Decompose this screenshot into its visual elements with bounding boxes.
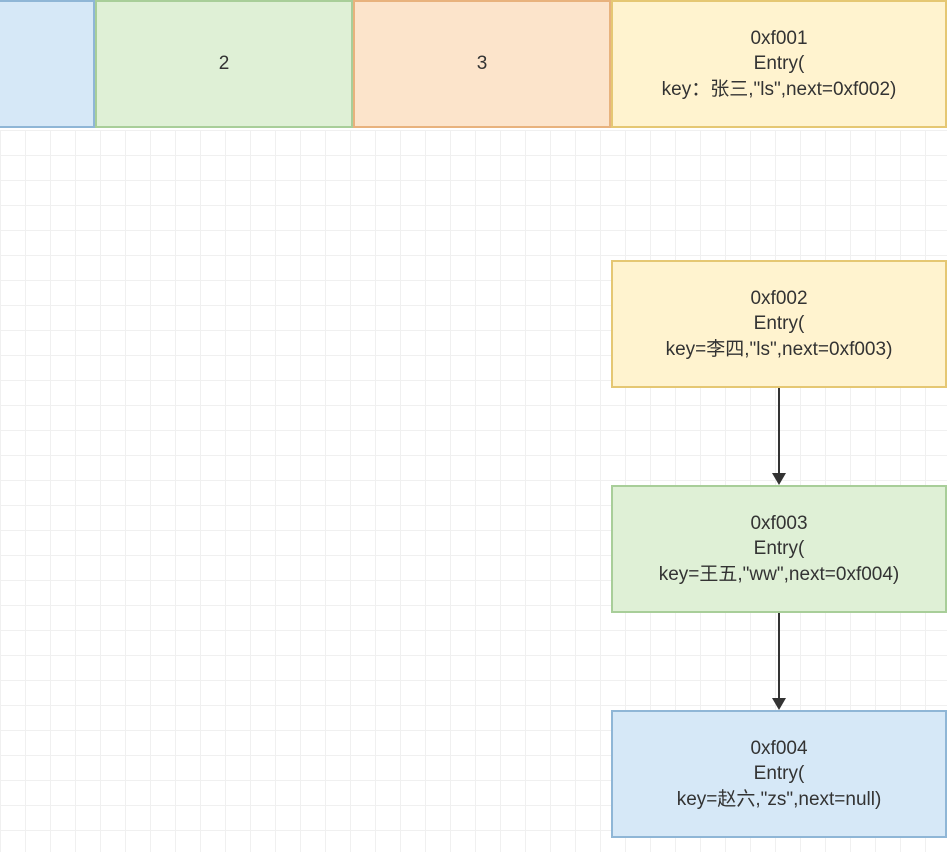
entry-2-addr: 0xf002 (750, 286, 807, 312)
slot-3-label: 3 (477, 51, 488, 77)
arrow-2-to-3-head (772, 473, 786, 485)
entry-1-data: key：张三,"ls",next=0xf002) (662, 77, 897, 103)
entry-node-0xf001: 0xf001 Entry( key：张三,"ls",next=0xf002) (611, 0, 947, 128)
entry-node-0xf004: 0xf004 Entry( key=赵六,"zs",next=null) (611, 710, 947, 838)
array-slot-3: 3 (353, 0, 611, 128)
arrow-2-to-3-line (778, 388, 780, 473)
entry-4-data: key=赵六,"zs",next=null) (677, 787, 882, 813)
arrow-3-to-4-head (772, 698, 786, 710)
entry-node-0xf002: 0xf002 Entry( key=李四,"ls",next=0xf003) (611, 260, 947, 388)
arrow-3-to-4-line (778, 613, 780, 698)
entry-3-data: key=王五,"ww",next=0xf004) (659, 562, 900, 588)
entry-3-type: Entry( (754, 536, 805, 562)
entry-node-0xf003: 0xf003 Entry( key=王五,"ww",next=0xf004) (611, 485, 947, 613)
entry-4-type: Entry( (754, 761, 805, 787)
array-slot-2: 2 (95, 0, 353, 128)
entry-1-type: Entry( (754, 51, 805, 77)
entry-3-addr: 0xf003 (750, 511, 807, 537)
entry-2-data: key=李四,"ls",next=0xf003) (666, 337, 893, 363)
entry-2-type: Entry( (754, 311, 805, 337)
array-slot-1 (0, 0, 95, 128)
entry-1-addr: 0xf001 (750, 26, 807, 52)
slot-2-label: 2 (219, 51, 230, 77)
entry-4-addr: 0xf004 (750, 736, 807, 762)
